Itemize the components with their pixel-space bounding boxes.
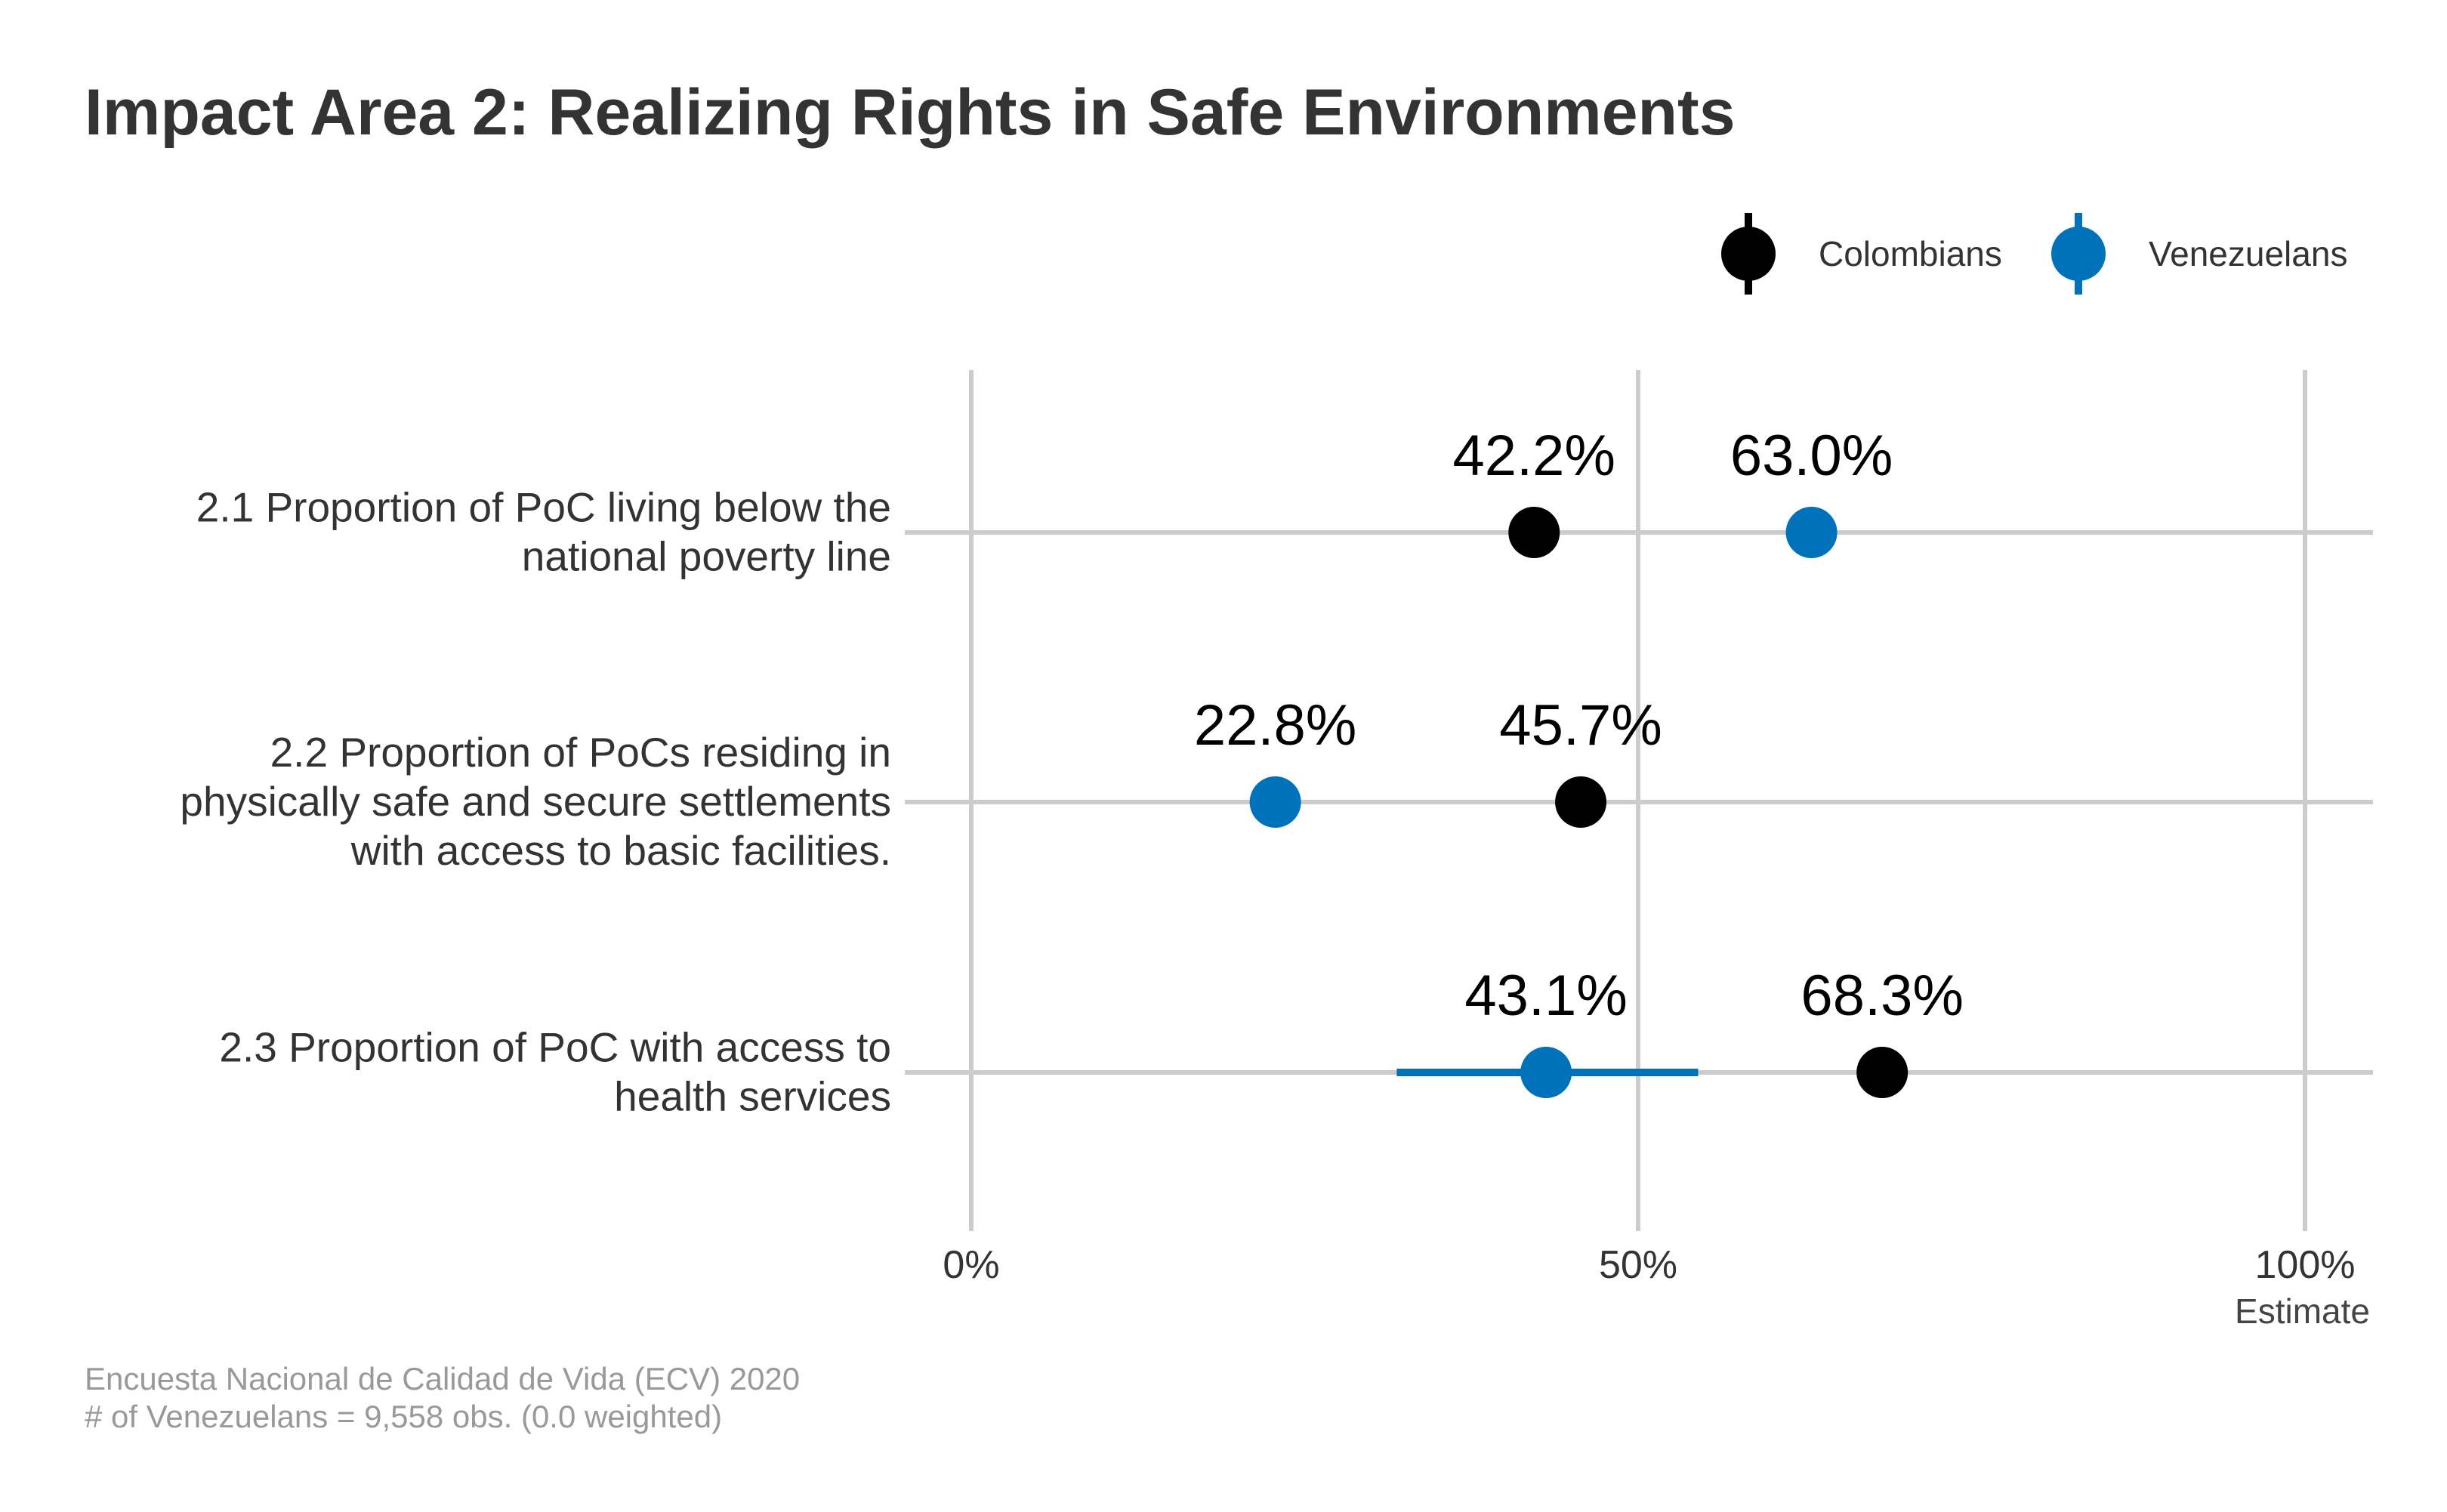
data-point-colombians-1 xyxy=(1508,507,1560,558)
caption-source: Encuesta Nacional de Calidad de Vida (EC… xyxy=(85,1361,800,1396)
x-axis-title: Estimate xyxy=(2235,1291,2370,1331)
data-label-venezuelans-2: 22.8% xyxy=(1194,693,1357,758)
legend-key-colombians-marker xyxy=(1721,227,1776,281)
category-label-2-line-2: physically safe and secure settlements xyxy=(180,778,891,825)
legend-item-venezuelans[interactable]: Venezuelans xyxy=(2051,213,2347,295)
category-label-2-line-1: 2.2 Proportion of PoCs residing in xyxy=(270,729,891,776)
category-label-3-line-1: 2.3 Proportion of PoC with access to xyxy=(219,1024,891,1071)
data-label-venezuelans-3: 43.1% xyxy=(1464,964,1628,1028)
category-label-1-line-1: 2.1 Proportion of PoC living below the xyxy=(196,484,891,531)
category-label-2-line-3: with access to basic facilities. xyxy=(350,827,891,874)
legend: Colombians Venezuelans xyxy=(1721,213,2347,295)
category-label-1-line-2: national poverty line xyxy=(522,533,891,580)
legend-label-venezuelans: Venezuelans xyxy=(2149,234,2347,273)
plot-area: 2.1 Proportion of PoC living below thena… xyxy=(180,370,2373,1287)
data-label-colombians-3: 68.3% xyxy=(1801,964,1964,1028)
x-tick-label-1: 50% xyxy=(1599,1243,1677,1287)
data-point-colombians-2 xyxy=(1555,776,1607,828)
x-tick-label-0: 0% xyxy=(943,1243,999,1287)
data-label-venezuelans-1: 63.0% xyxy=(1730,424,1893,488)
data-point-venezuelans-1 xyxy=(1785,507,1838,558)
category-label-3-line-2: health services xyxy=(614,1073,891,1120)
data-label-colombians-1: 42.2% xyxy=(1453,424,1616,488)
caption-observations: # of Venezuelans = 9,558 obs. (0.0 weigh… xyxy=(85,1399,722,1434)
chart-title: Impact Area 2: Realizing Rights in Safe … xyxy=(85,76,1736,149)
legend-item-colombians[interactable]: Colombians xyxy=(1721,213,2002,295)
data-point-venezuelans-2 xyxy=(1249,776,1301,828)
x-tick-label-2: 100% xyxy=(2255,1243,2356,1287)
data-label-colombians-2: 45.7% xyxy=(1499,693,1662,758)
legend-label-colombians: Colombians xyxy=(1819,234,2002,273)
data-point-colombians-3 xyxy=(1856,1047,1909,1098)
legend-key-venezuelans-marker xyxy=(2051,227,2106,281)
data-point-venezuelans-3 xyxy=(1520,1047,1572,1098)
